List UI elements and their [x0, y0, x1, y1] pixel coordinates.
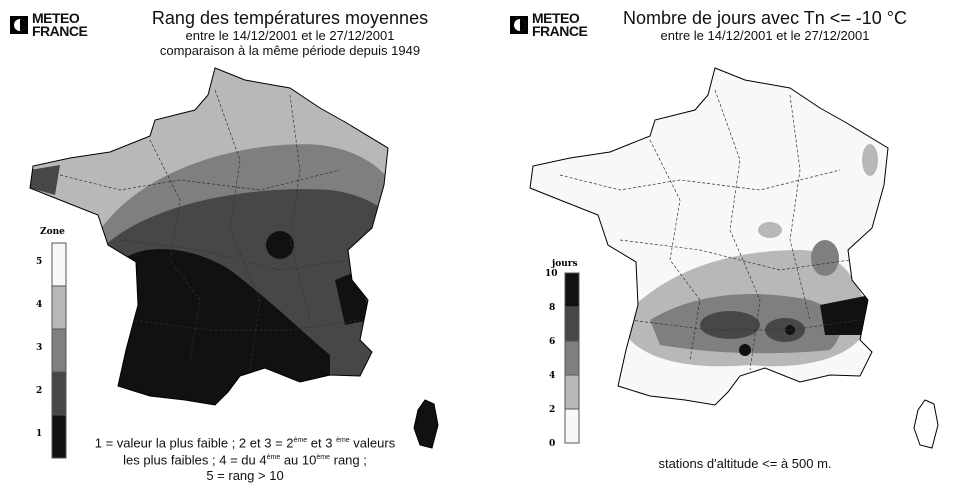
- logo-text: METEO: [532, 10, 580, 26]
- legend-label: 2: [36, 386, 42, 396]
- right-title: Nombre de jours avec Tn <= -10 °C: [622, 8, 907, 28]
- legend-label: 5: [36, 257, 42, 267]
- note-text: rang ;: [330, 452, 367, 468]
- legend-label: 4: [549, 371, 555, 381]
- zone-2-4-days: [758, 222, 782, 238]
- note-text: 1 = valeur la plus faible ; 2 et 3 = 2: [94, 435, 294, 451]
- legend-swatch-4-6: [564, 340, 580, 376]
- left-map: Zone 5 4 3 2 1: [29, 67, 439, 459]
- left-rank-note: 1 = valeur la plus faible ; 2 et 3 = 2èm…: [80, 433, 410, 483]
- meteo-france-logo-left: METEO FRANCE: [10, 10, 88, 39]
- legend-label: 3: [36, 343, 42, 353]
- note-text: les plus faibles ; 4 = du 4: [123, 452, 267, 468]
- department-borders: [59, 89, 361, 371]
- legend-label: 2: [549, 405, 555, 415]
- zone-1-area: [266, 231, 294, 259]
- right-title-block: Nombre de jours avec Tn <= -10 °C entre …: [620, 8, 910, 43]
- legend-label: 4: [36, 300, 42, 310]
- days-legend: jours 10 8 6 4 2 0: [545, 259, 580, 449]
- legend-label: 0: [549, 439, 555, 449]
- note-text: valeurs: [349, 435, 396, 451]
- right-altitude-note: stations d'altitude <= à 500 m.: [658, 456, 832, 471]
- right-subtitle-dates: entre le 14/12/2001 et le 27/12/2001: [660, 28, 870, 43]
- legend-swatch-8-10: [564, 272, 580, 308]
- meteo-france-logo-icon: [10, 16, 28, 34]
- department-borders: [559, 89, 861, 371]
- left-title-block: Rang des températures moyennes entre le …: [140, 8, 440, 58]
- note-sup: ème: [336, 437, 350, 444]
- left-title: Rang des températures moyennes: [151, 8, 429, 28]
- zone-8-10-days: [739, 344, 751, 356]
- zone-2-area: [30, 165, 60, 195]
- note-text: et 3: [307, 435, 337, 451]
- note-sup: ème: [316, 454, 330, 462]
- note-text: 5 = rang > 10: [206, 467, 284, 483]
- logo-text: METEO: [32, 10, 80, 26]
- legend-label: 8: [549, 303, 555, 313]
- legend-label: 1: [36, 429, 42, 439]
- left-subtitle-comparison: comparaison à la même période depuis 194…: [159, 43, 421, 58]
- legend-swatch-2-4: [564, 374, 580, 410]
- note-sup: ème: [266, 454, 281, 462]
- legend-swatch-1: [51, 414, 67, 459]
- zone-4-6-days: [811, 240, 839, 276]
- zone-8-10-days: [820, 295, 875, 335]
- zone-2-4-days: [862, 144, 878, 176]
- meteo-france-logo-right: METEO FRANCE: [510, 10, 588, 39]
- legend-swatch-6-8: [564, 306, 580, 342]
- note-sup: ème: [293, 437, 308, 444]
- zone-legend: Zone 5 4 3 2 1: [36, 227, 67, 459]
- left-subtitle-dates: entre le 14/12/2001 et le 27/12/2001: [185, 28, 395, 43]
- logo-text: FRANCE: [532, 23, 588, 39]
- legend-label: 10: [545, 269, 558, 279]
- logo-text: FRANCE: [32, 23, 88, 39]
- legend-title: Zone: [40, 227, 65, 237]
- meteo-france-logo-icon: [510, 16, 528, 34]
- legend-title: jours: [551, 259, 578, 269]
- legend-swatch-0-2: [564, 408, 580, 444]
- note-text: au 10: [280, 452, 317, 468]
- zone-6-8-days: [700, 311, 760, 339]
- legend-label: 6: [549, 337, 555, 347]
